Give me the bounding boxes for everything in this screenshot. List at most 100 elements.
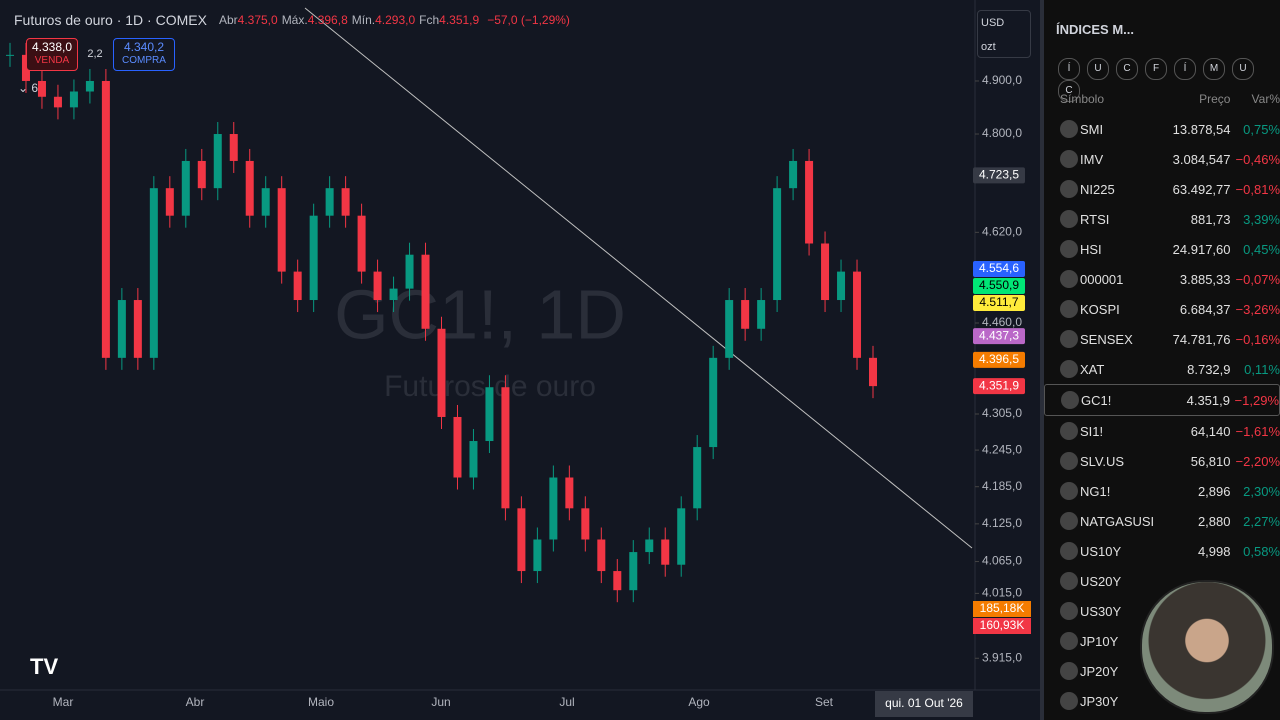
candle	[85, 80, 94, 92]
indicators-toggle[interactable]: ⌄ 6	[18, 81, 39, 95]
ohlc-key: Máx.	[281, 13, 308, 27]
price-label-bg	[973, 351, 1025, 368]
price-label-bg	[973, 261, 1025, 278]
filter[interactable]: C	[1116, 58, 1138, 80]
candle	[389, 288, 398, 301]
watchlist-row[interactable]: NG1! 2,896 2,30%	[1044, 476, 1280, 506]
chart: GC1!, 1D Futuros de ouro qui. 01 Out '26…	[0, 0, 1040, 717]
watchlist-row[interactable]: GC1! 4.351,9 −1,29%	[1044, 384, 1280, 416]
symbol[interactable]: Futuros de ouro · 1D · COMEX	[14, 12, 207, 28]
y-tick-label: 4.015,0	[982, 586, 1022, 600]
watchlist-row[interactable]: SMI 13.878,54 0,75%	[1044, 114, 1280, 144]
symbol: 000001	[1080, 271, 1124, 287]
price: 6.684,37	[1179, 301, 1231, 317]
candle	[197, 160, 206, 189]
watchlist-title[interactable]: ÍNDICES M...	[1056, 21, 1135, 37]
symbol: XAT	[1080, 361, 1105, 377]
volume-label: 160,93K	[980, 618, 1025, 632]
candle	[469, 441, 478, 478]
candle	[565, 477, 574, 509]
watchlist-row[interactable]: JP10Y	[1044, 626, 1280, 656]
watchlist-row[interactable]: SLV.US 56,810 −2,20%	[1044, 446, 1280, 476]
candle	[325, 188, 334, 216]
filters: Í U C F Í M UC	[1044, 58, 1280, 102]
currency-select[interactable]: USD ozt	[977, 10, 1031, 58]
ohlc-key: Abr	[218, 13, 238, 27]
watchlist-row[interactable]: IMV 3.084,547 −0,46%	[1044, 144, 1280, 174]
price-label: 4.396,5	[979, 352, 1019, 366]
symbol: JP30Y	[1080, 693, 1119, 709]
filter[interactable]: M	[1203, 58, 1225, 80]
watchlist-row[interactable]: SI1! 64,140 −1,61%	[1044, 416, 1280, 446]
price-label: 4.723,5	[979, 168, 1019, 182]
watchlist-row[interactable]: JP20Y	[1044, 656, 1280, 686]
change: −0,81%	[1235, 181, 1280, 197]
candle	[421, 254, 430, 329]
logo[interactable]: TV	[30, 654, 58, 679]
candle	[229, 134, 238, 161]
watchlist-row[interactable]: RTSI 881,73 3,39%	[1044, 204, 1280, 234]
watchlist-row[interactable]: KOSPI 6.684,37 −3,26%	[1044, 294, 1280, 324]
price-label: 4.554,6	[979, 261, 1019, 275]
price: 8.732,9	[1187, 361, 1231, 377]
symbol-icon	[1060, 240, 1078, 258]
watchlist-row[interactable]: 000001 3.885,33 −0,07%	[1044, 264, 1280, 294]
symbol-icon	[1060, 572, 1078, 590]
candle	[757, 300, 766, 329]
watchlist-row[interactable]: JP30Y	[1044, 686, 1280, 716]
candle	[53, 96, 62, 108]
price: 64,140	[1190, 423, 1231, 439]
watchlist-row[interactable]: XAT 8.732,9 0,11%	[1044, 354, 1280, 384]
candle	[581, 508, 590, 540]
header: Futuros de ouro · 1D · COMEX Abr4.375,0 M…	[14, 12, 570, 28]
price: 63.492,77	[1172, 181, 1231, 197]
symbol-icon	[1060, 452, 1078, 470]
candle	[517, 508, 526, 572]
watchlist-row[interactable]: HSI 24.917,60 0,45%	[1044, 234, 1280, 264]
ohlc-value: 4.293,0	[375, 13, 416, 27]
filter[interactable]: F	[1145, 58, 1167, 80]
candle	[245, 160, 254, 216]
price: 3.885,33	[1179, 271, 1231, 287]
change: −0,16%	[1235, 331, 1280, 347]
filter[interactable]: Í	[1058, 58, 1080, 80]
watchlist-row[interactable]: US10Y 4,998 0,58%	[1044, 536, 1280, 566]
trend-line	[304, 7, 973, 549]
x-tick-label: Set	[815, 695, 834, 709]
currency: USD	[981, 17, 1005, 29]
symbol-icon	[1060, 210, 1078, 228]
price-label: 4.511,7	[979, 295, 1018, 309]
buy-button[interactable]: 4.340,2 COMPRA	[113, 38, 175, 71]
y-tick-label: 4.065,0	[982, 554, 1022, 568]
columns: Símbolo Preço Var%	[1044, 84, 1280, 114]
candle	[789, 160, 798, 189]
watchlist-row[interactable]: US20Y	[1044, 566, 1280, 596]
symbol-icon	[1061, 391, 1079, 409]
symbol: NG1!	[1080, 483, 1111, 499]
watchlist-row[interactable]: NATGASUSI 2,880 2,27%	[1044, 506, 1280, 536]
indicators-count: 6	[31, 81, 39, 95]
filter[interactable]: Í	[1174, 58, 1196, 80]
column-header: Var%	[1251, 92, 1280, 106]
candle	[853, 271, 862, 358]
y-tick-label: 4.245,0	[982, 442, 1022, 456]
symbol: HSI	[1080, 241, 1102, 257]
candle	[533, 539, 542, 572]
symbol: US20Y	[1080, 573, 1122, 589]
candle	[805, 160, 814, 244]
candle	[453, 416, 462, 478]
y-tick-label: 3.915,0	[982, 650, 1022, 664]
watchlist-row[interactable]: SENSEX 74.781,76 −0,16%	[1044, 324, 1280, 354]
candle	[133, 300, 142, 358]
filter[interactable]: U	[1087, 58, 1109, 80]
filter[interactable]: U	[1232, 58, 1254, 80]
buy-label: COMPRA	[122, 55, 166, 66]
watchlist-row[interactable]: NI225 63.492,77 −0,81%	[1044, 174, 1280, 204]
watchlist-row[interactable]: US30Y	[1044, 596, 1280, 626]
x-tick-label: Ago	[688, 695, 710, 709]
sell-button[interactable]: 4.338,0 VENDA	[26, 38, 78, 71]
change: 2,27%	[1243, 513, 1280, 529]
filter[interactable]: C	[1058, 80, 1080, 102]
candle	[613, 571, 622, 591]
